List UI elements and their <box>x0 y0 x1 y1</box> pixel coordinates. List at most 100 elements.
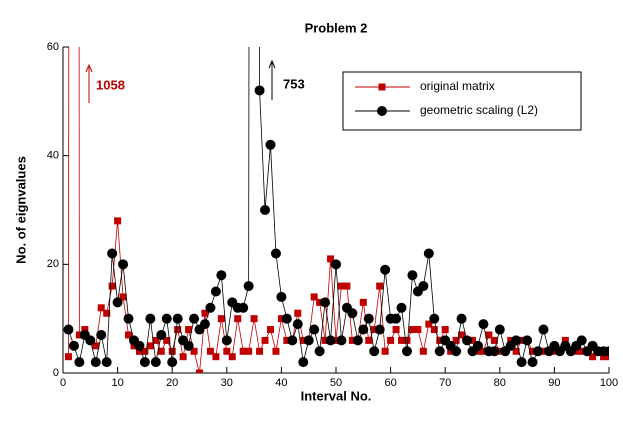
y-tick-label: 20 <box>47 258 59 270</box>
marker <box>108 282 116 290</box>
marker <box>478 319 489 330</box>
marker <box>489 346 500 357</box>
marker <box>314 346 325 357</box>
marker <box>201 309 209 317</box>
marker <box>347 308 358 319</box>
marker <box>161 313 172 324</box>
plot-area <box>63 47 609 373</box>
marker <box>276 291 287 302</box>
marker <box>348 336 356 344</box>
marker <box>441 326 449 334</box>
marker <box>447 347 455 355</box>
marker <box>283 336 291 344</box>
marker <box>576 335 587 346</box>
x-tick-label: 60 <box>384 377 396 389</box>
marker <box>238 302 249 313</box>
marker <box>112 297 123 308</box>
marker <box>538 324 549 335</box>
marker <box>150 357 161 368</box>
marker <box>81 326 89 334</box>
marker <box>114 217 122 225</box>
marker <box>578 347 586 355</box>
marker <box>141 347 149 355</box>
marker <box>474 347 482 355</box>
chart-title: Problem 2 <box>305 20 368 35</box>
marker <box>403 336 411 344</box>
marker <box>419 347 427 355</box>
x-axis-label: Interval No. <box>301 388 372 403</box>
marker <box>458 331 466 339</box>
marker <box>392 326 400 334</box>
marker <box>522 335 533 346</box>
marker <box>352 335 363 346</box>
marker <box>265 139 276 150</box>
marker <box>327 255 335 263</box>
marker <box>485 331 493 339</box>
marker <box>490 336 498 344</box>
marker <box>125 331 133 339</box>
marker <box>139 357 150 368</box>
marker <box>63 324 74 335</box>
marker <box>223 347 231 355</box>
marker <box>429 313 440 324</box>
marker <box>398 336 406 344</box>
marker <box>561 336 569 344</box>
marker <box>550 347 558 355</box>
marker <box>496 347 504 355</box>
marker <box>408 326 416 334</box>
marker <box>85 335 96 346</box>
marker <box>74 357 85 368</box>
marker <box>294 309 302 317</box>
y-tick-label: 0 <box>53 367 59 379</box>
series-line <box>68 47 609 373</box>
x-tick-label: 100 <box>600 377 618 389</box>
marker <box>407 270 418 281</box>
marker <box>425 320 433 328</box>
marker <box>494 324 505 335</box>
x-tick-label: 80 <box>494 377 506 389</box>
marker <box>589 353 597 361</box>
marker <box>374 324 385 335</box>
marker <box>123 313 134 324</box>
marker <box>287 335 298 346</box>
marker <box>270 248 281 259</box>
marker <box>325 335 336 346</box>
marker <box>436 336 444 344</box>
marker <box>190 347 198 355</box>
arrow-head <box>85 63 93 73</box>
marker <box>512 347 520 355</box>
marker <box>163 336 171 344</box>
legend-label: original matrix <box>420 79 495 93</box>
marker <box>96 329 107 340</box>
x-tick-label: 30 <box>221 377 233 389</box>
marker <box>363 313 374 324</box>
marker <box>391 313 402 324</box>
y-tick-label: 40 <box>47 150 59 162</box>
marker <box>260 205 271 215</box>
x-tick-label: 50 <box>330 377 342 389</box>
marker <box>145 313 156 324</box>
marker <box>309 324 320 335</box>
marker <box>529 347 537 355</box>
marker <box>119 293 127 301</box>
marker <box>605 353 609 361</box>
y-axis-label: No. of eignvalues <box>13 156 28 264</box>
x-tick-label: 40 <box>275 377 287 389</box>
marker <box>369 346 380 357</box>
arrow-head <box>268 59 276 69</box>
marker <box>418 281 429 292</box>
x-tick-label: 90 <box>548 377 560 389</box>
marker <box>107 248 118 259</box>
marker <box>64 353 72 361</box>
marker <box>358 324 369 335</box>
marker <box>316 298 324 306</box>
marker <box>156 329 167 340</box>
marker <box>261 336 269 344</box>
marker <box>572 347 580 355</box>
marker <box>146 342 154 350</box>
marker <box>210 286 221 297</box>
marker <box>256 347 264 355</box>
marker <box>370 326 378 334</box>
marker <box>423 248 434 259</box>
